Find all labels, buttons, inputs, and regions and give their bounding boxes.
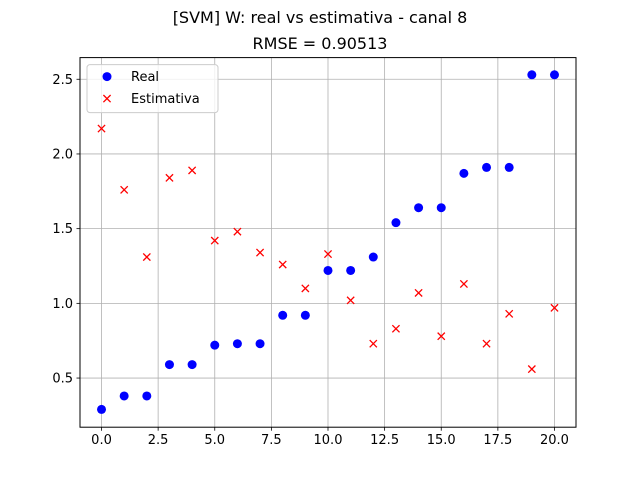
real-point xyxy=(459,168,469,178)
legend-marker-estimativa xyxy=(102,94,112,103)
y-tick-label: 2.5 xyxy=(52,73,73,88)
real-point xyxy=(391,218,401,228)
estimativa-point xyxy=(414,288,423,297)
real-point xyxy=(97,404,107,414)
real-point xyxy=(414,203,424,213)
estimativa-point xyxy=(165,173,174,182)
estimativa-point xyxy=(255,248,265,257)
chart-subtitle: RMSE = 0.90513 xyxy=(252,34,388,53)
real-point xyxy=(142,391,152,401)
real-point xyxy=(119,391,129,401)
estimativa-point xyxy=(210,236,219,245)
real-point xyxy=(368,252,378,262)
estimativa-point xyxy=(301,284,310,293)
legend-box xyxy=(86,64,219,114)
estimativa-point xyxy=(188,166,197,175)
real-point xyxy=(436,203,446,213)
estimativa-point xyxy=(323,249,333,259)
real-point xyxy=(255,339,265,349)
real-point xyxy=(278,310,288,320)
real-point xyxy=(482,162,492,172)
real-point xyxy=(300,310,310,320)
estimativa-point xyxy=(278,260,287,269)
x-tick-label: 20.0 xyxy=(540,433,569,448)
x-tick-label: 5.0 xyxy=(204,433,225,448)
x-tick-label: 15.0 xyxy=(427,433,456,448)
real-point xyxy=(346,265,356,275)
estimativa-point xyxy=(550,303,559,312)
estimativa-point xyxy=(346,296,355,305)
estimativa-point xyxy=(391,324,401,333)
real-point xyxy=(549,70,559,80)
legend-label-estimativa: Estimativa xyxy=(131,92,200,107)
estimativa-point xyxy=(120,185,129,194)
estimativa-point xyxy=(527,365,536,374)
real-point xyxy=(187,360,197,370)
y-tick-label: 1.5 xyxy=(52,222,73,237)
estimativa-point xyxy=(142,252,151,262)
legend-marker-real xyxy=(102,72,112,82)
x-tick-label: 17.5 xyxy=(483,433,512,448)
estimativa-point xyxy=(482,339,491,348)
x-tick-label: 12.5 xyxy=(370,433,399,448)
estimativa-point xyxy=(369,339,378,348)
legend: Real Estimativa xyxy=(86,64,219,114)
real-point xyxy=(527,70,537,80)
real-point xyxy=(232,339,242,349)
x-tick-label: 7.5 xyxy=(261,433,282,448)
axis-ticks: 0.0 2.5 5.0 7.5 10.0 12.5 15.0 17.5 20.0 0.5 1.0 1.… xyxy=(52,73,569,448)
x-tick-label: 0.0 xyxy=(91,433,112,448)
y-tick-label: 1.0 xyxy=(52,297,73,312)
data-marks xyxy=(97,70,559,414)
y-tick-label: 0.5 xyxy=(52,372,73,387)
real-point xyxy=(164,360,174,370)
real-point xyxy=(504,162,514,172)
x-tick-label: 2.5 xyxy=(148,433,169,448)
legend-label-real: Real xyxy=(131,70,159,85)
estimativa-point xyxy=(97,124,106,133)
y-tick-label: 2.0 xyxy=(52,147,73,162)
real-point xyxy=(210,340,220,350)
real-point xyxy=(323,265,333,275)
estimativa-point xyxy=(437,332,446,341)
estimativa-point xyxy=(505,309,514,318)
estimativa-point xyxy=(459,279,468,288)
chart-title: [SVM] W: real vs estimativa - canal 8 xyxy=(172,8,468,27)
x-tick-label: 10.0 xyxy=(314,433,343,448)
estimativa-point xyxy=(233,227,242,236)
